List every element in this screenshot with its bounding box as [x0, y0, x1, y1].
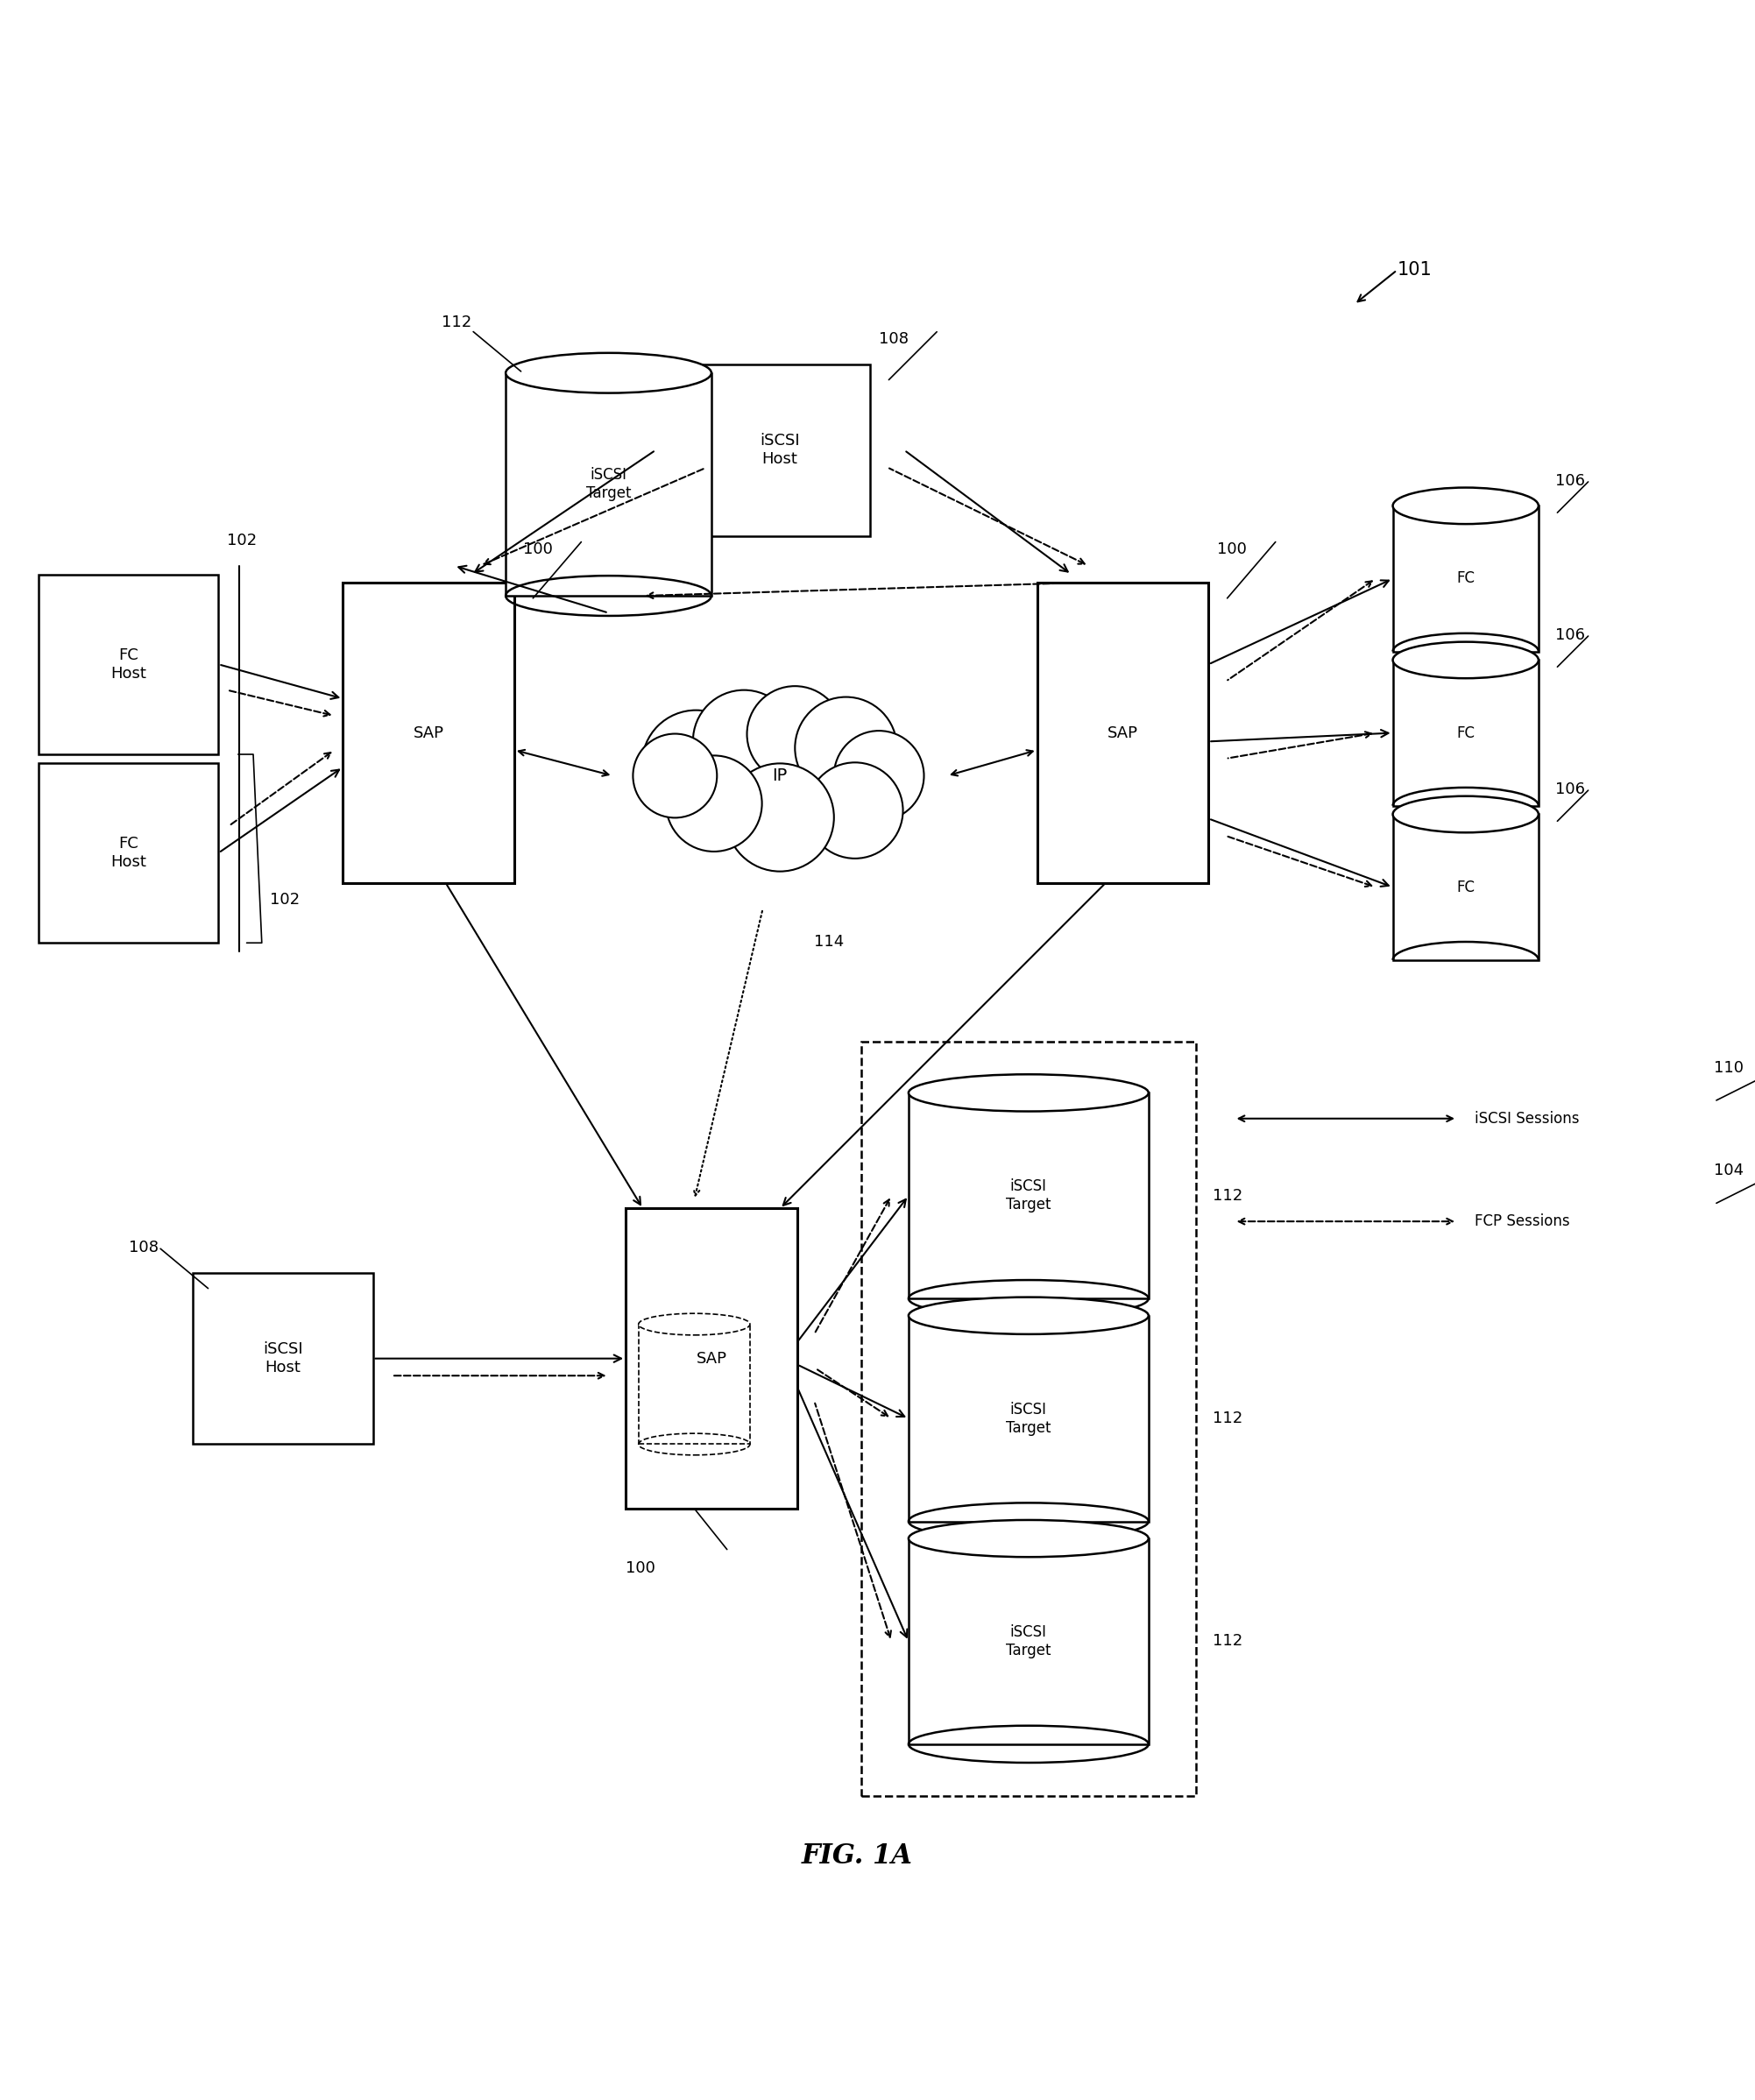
Text: 106: 106: [1555, 472, 1585, 489]
Text: 101: 101: [1397, 260, 1432, 279]
Bar: [1393, 815, 1539, 960]
Text: iSCSI
Target: iSCSI Target: [1006, 1623, 1051, 1659]
Text: 108: 108: [879, 332, 909, 346]
Bar: [639, 1325, 749, 1445]
Circle shape: [665, 756, 762, 850]
Text: FC
Host: FC Host: [111, 647, 146, 680]
Text: 112: 112: [442, 315, 472, 330]
Text: 104: 104: [1715, 1163, 1744, 1178]
Text: FIG. 1A: FIG. 1A: [802, 1842, 913, 1869]
Text: 106: 106: [1555, 781, 1585, 798]
Bar: [342, 584, 514, 882]
Text: SAP: SAP: [412, 724, 444, 741]
Circle shape: [807, 762, 904, 859]
Bar: [39, 575, 219, 754]
Circle shape: [834, 731, 923, 821]
Bar: [193, 1273, 372, 1445]
Circle shape: [727, 764, 834, 871]
Ellipse shape: [1393, 643, 1539, 678]
Circle shape: [795, 697, 897, 798]
Circle shape: [748, 687, 842, 781]
Ellipse shape: [1393, 796, 1539, 832]
Text: IP: IP: [772, 766, 788, 783]
Text: 100: 100: [1216, 542, 1246, 556]
Text: iSCSI Sessions: iSCSI Sessions: [1474, 1111, 1580, 1126]
Text: iSCSI
Host: iSCSI Host: [760, 433, 800, 466]
Text: 106: 106: [1555, 628, 1585, 643]
Text: 102: 102: [270, 892, 300, 907]
Text: 112: 112: [1213, 1189, 1243, 1203]
Text: 100: 100: [627, 1560, 655, 1575]
Ellipse shape: [909, 1075, 1148, 1111]
Ellipse shape: [909, 1298, 1148, 1334]
Text: FC: FC: [1457, 880, 1474, 895]
Text: SAP: SAP: [1107, 724, 1139, 741]
Text: 110: 110: [1715, 1060, 1744, 1075]
Text: 102: 102: [226, 533, 256, 548]
Bar: [909, 1539, 1148, 1745]
Text: 112: 112: [1213, 1634, 1243, 1648]
Text: FCP Sessions: FCP Sessions: [1474, 1214, 1569, 1228]
Circle shape: [634, 733, 718, 817]
Ellipse shape: [505, 353, 711, 393]
Text: FC: FC: [1457, 571, 1474, 586]
Text: SAP: SAP: [697, 1350, 727, 1367]
Bar: [627, 1207, 797, 1508]
Bar: [690, 365, 870, 536]
Text: iSCSI
Target: iSCSI Target: [586, 468, 632, 502]
Text: 114: 114: [814, 934, 844, 949]
Circle shape: [693, 691, 795, 792]
Text: FC: FC: [1457, 724, 1474, 741]
Text: iSCSI
Target: iSCSI Target: [1006, 1178, 1051, 1212]
Bar: [909, 1092, 1148, 1298]
Bar: [39, 762, 219, 943]
Text: FC
Host: FC Host: [111, 836, 146, 869]
Bar: [909, 1317, 1148, 1520]
Bar: [505, 374, 711, 596]
Text: 112: 112: [1213, 1411, 1243, 1426]
Text: iSCSI
Host: iSCSI Host: [263, 1342, 304, 1376]
Ellipse shape: [1393, 487, 1539, 525]
Bar: [1037, 584, 1209, 882]
Text: iSCSI
Target: iSCSI Target: [1006, 1401, 1051, 1436]
Bar: [1393, 659, 1539, 806]
Bar: [1393, 506, 1539, 651]
Ellipse shape: [909, 1520, 1148, 1556]
Bar: [862, 1042, 1195, 1795]
Circle shape: [642, 710, 749, 819]
Text: 108: 108: [128, 1239, 158, 1256]
Text: 100: 100: [523, 542, 553, 556]
Ellipse shape: [639, 1312, 749, 1336]
